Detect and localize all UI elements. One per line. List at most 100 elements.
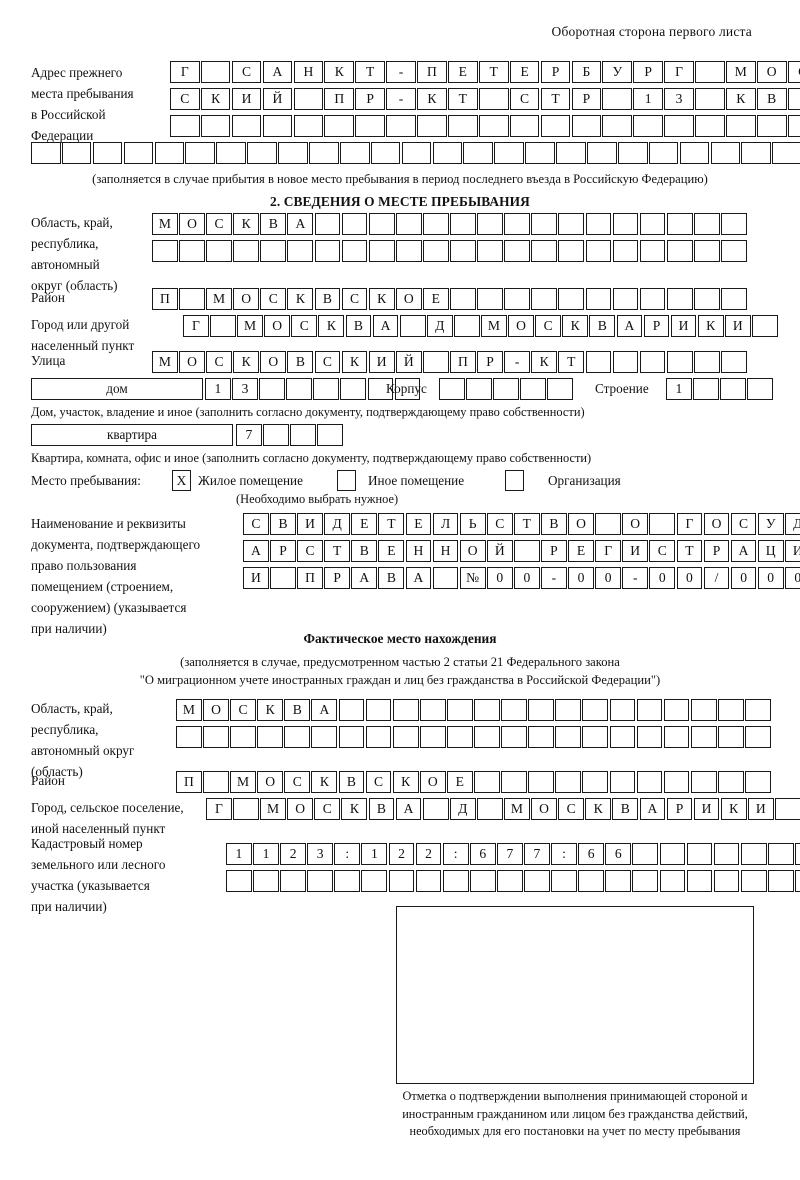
char-cell[interactable]	[152, 240, 178, 262]
char-cell[interactable]	[123, 142, 154, 164]
char-cell[interactable]	[556, 142, 586, 164]
char-cell[interactable]	[200, 115, 231, 137]
char-cell[interactable]: :	[551, 843, 577, 865]
char-cell[interactable]	[203, 726, 229, 748]
char-cell[interactable]: М	[230, 771, 256, 793]
char-cell[interactable]: -	[386, 88, 416, 110]
char-cell[interactable]: М	[152, 213, 178, 235]
cadastral-comb-row-2[interactable]	[226, 870, 800, 892]
char-cell[interactable]: С	[260, 288, 287, 310]
char-cell[interactable]	[551, 870, 577, 892]
char-cell[interactable]	[747, 378, 774, 400]
char-cell[interactable]	[399, 315, 426, 337]
char-cell[interactable]: И	[368, 351, 395, 373]
char-cell[interactable]: В	[287, 351, 314, 373]
char-cell[interactable]	[446, 726, 473, 748]
stay-type-checkbox-organization[interactable]	[505, 470, 524, 491]
char-cell[interactable]	[233, 240, 260, 262]
char-cell[interactable]: Т	[378, 513, 405, 535]
char-cell[interactable]	[339, 142, 370, 164]
char-cell[interactable]	[531, 240, 558, 262]
char-cell[interactable]: П	[176, 771, 202, 793]
char-cell[interactable]: В	[351, 540, 378, 562]
char-cell[interactable]: А	[616, 315, 643, 337]
stroenie-comb[interactable]: 1	[666, 378, 774, 400]
char-cell[interactable]: С	[291, 315, 318, 337]
char-cell[interactable]	[587, 142, 617, 164]
char-cell[interactable]	[469, 870, 496, 892]
char-cell[interactable]: И	[747, 798, 774, 820]
char-cell[interactable]	[474, 699, 500, 721]
char-cell[interactable]: 3	[664, 88, 694, 110]
char-cell[interactable]	[664, 115, 694, 137]
char-cell[interactable]: 0	[568, 567, 594, 589]
char-cell[interactable]	[690, 771, 717, 793]
char-cell[interactable]	[695, 88, 725, 110]
char-cell[interactable]: Е	[568, 540, 594, 562]
char-cell[interactable]	[392, 699, 419, 721]
char-cell[interactable]	[230, 726, 256, 748]
char-cell[interactable]	[432, 567, 459, 589]
char-cell[interactable]	[663, 771, 690, 793]
char-cell[interactable]	[314, 213, 341, 235]
char-cell[interactable]: П	[417, 61, 447, 83]
char-cell[interactable]: О	[257, 771, 284, 793]
char-cell[interactable]	[555, 699, 582, 721]
char-cell[interactable]: Г	[206, 798, 232, 820]
char-cell[interactable]	[690, 726, 717, 748]
char-cell[interactable]: В	[378, 567, 405, 589]
char-cell[interactable]: 0	[784, 567, 800, 589]
char-cell[interactable]: №	[459, 567, 486, 589]
char-cell[interactable]: 2	[280, 843, 306, 865]
char-cell[interactable]	[772, 142, 800, 164]
char-cell[interactable]	[338, 699, 365, 721]
char-cell[interactable]	[693, 288, 720, 310]
char-cell[interactable]	[555, 771, 582, 793]
char-cell[interactable]: О	[287, 798, 314, 820]
char-cell[interactable]	[582, 699, 609, 721]
char-cell[interactable]: 1	[205, 378, 231, 400]
char-cell[interactable]: О	[179, 213, 205, 235]
char-cell[interactable]	[442, 870, 469, 892]
char-cell[interactable]	[741, 142, 772, 164]
char-cell[interactable]: О	[508, 315, 534, 337]
char-cell[interactable]	[257, 726, 284, 748]
char-cell[interactable]	[540, 115, 571, 137]
char-cell[interactable]	[253, 870, 279, 892]
char-cell[interactable]: В	[314, 288, 341, 310]
char-cell[interactable]: 1	[361, 843, 388, 865]
char-cell[interactable]	[501, 726, 527, 748]
char-cell[interactable]	[388, 870, 415, 892]
char-cell[interactable]: 2	[415, 843, 442, 865]
char-cell[interactable]: Д	[324, 513, 351, 535]
char-cell[interactable]	[290, 424, 316, 446]
char-cell[interactable]: Е	[448, 61, 478, 83]
char-cell[interactable]: С	[314, 351, 341, 373]
char-cell[interactable]	[417, 115, 447, 137]
char-cell[interactable]	[286, 378, 313, 400]
char-cell[interactable]	[595, 513, 622, 535]
char-cell[interactable]	[263, 424, 289, 446]
char-cell[interactable]: И	[231, 88, 262, 110]
char-cell[interactable]	[695, 61, 725, 83]
char-cell[interactable]	[602, 115, 633, 137]
char-cell[interactable]	[585, 240, 612, 262]
char-cell[interactable]	[216, 142, 246, 164]
char-cell[interactable]: Т	[558, 351, 585, 373]
char-cell[interactable]	[555, 726, 582, 748]
char-cell[interactable]	[740, 843, 767, 865]
char-cell[interactable]: О	[419, 771, 446, 793]
char-cell[interactable]	[504, 213, 531, 235]
char-cell[interactable]	[340, 378, 367, 400]
char-cell[interactable]: И	[670, 315, 697, 337]
char-cell[interactable]: О	[233, 288, 260, 310]
char-cell[interactable]: Е	[509, 61, 540, 83]
char-cell[interactable]: В	[338, 771, 365, 793]
char-cell[interactable]	[609, 726, 636, 748]
char-cell[interactable]	[686, 870, 713, 892]
char-cell[interactable]	[422, 351, 449, 373]
char-cell[interactable]: А	[243, 540, 269, 562]
char-cell[interactable]: Т	[676, 540, 703, 562]
char-cell[interactable]: К	[368, 288, 395, 310]
char-cell[interactable]: И	[784, 540, 800, 562]
